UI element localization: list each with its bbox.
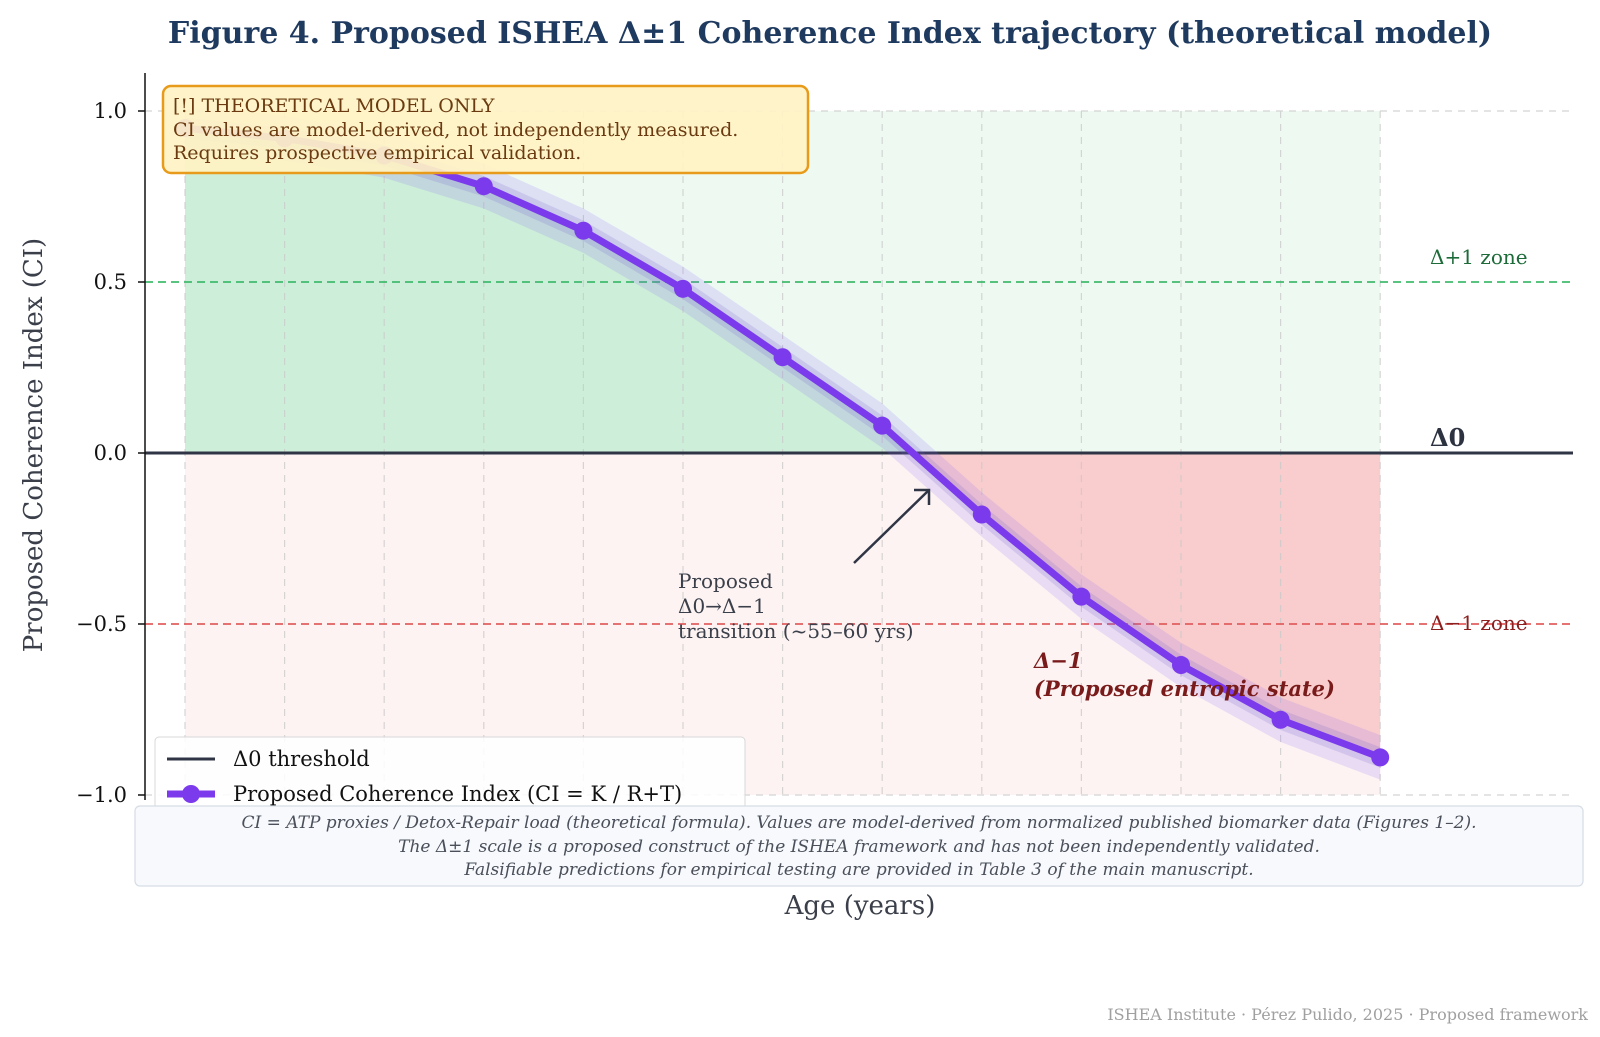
warning-line2: CI values are model-derived, not indepen… (173, 119, 738, 141)
ci-point-4 (574, 221, 593, 240)
legend: Δ0 threshold Proposed Coherence Index (C… (154, 736, 746, 810)
ci-uncertainty-band-outer (185, 105, 1381, 780)
legend-entry-threshold: Δ0 threshold (233, 747, 370, 771)
transition-arrowhead (914, 488, 931, 505)
y-tick-label-4: −1.0 (76, 783, 127, 807)
delta-plus1-zone-label: Δ+1 zone (1430, 245, 1528, 269)
ci-point-3 (474, 177, 493, 196)
footer-credit: ISHEA Institute · Pérez Pulido, 2025 · P… (1107, 1005, 1588, 1024)
caption-line3: Falsifiable predictions for empirical te… (463, 860, 1253, 880)
y-ticks: 1.0 0.5 0.0 −0.5 −1.0 (76, 99, 145, 807)
transition-label-line3: transition (~55–60 yrs) (678, 619, 914, 643)
warning-line1: [!] THEORETICAL MODEL ONLY (173, 95, 495, 117)
ci-point-9 (1072, 587, 1091, 606)
transition-annotation: Proposed Δ0→Δ−1 transition (~55–60 yrs) (678, 488, 931, 643)
y-tick-label-1: 0.5 (94, 270, 127, 294)
y-axis-label: Proposed Coherence Index (CI) (19, 238, 49, 652)
ci-point-6 (773, 348, 792, 367)
warning-line3: Requires prospective empirical validatio… (173, 142, 581, 164)
transition-arrow (853, 489, 930, 564)
chart-title: Figure 4. Proposed ISHEA Δ±1 Coherence I… (168, 16, 1492, 51)
legend-entry-ci: Proposed Coherence Index (CI = K / R+T) (233, 782, 682, 806)
transition-label-line2: Δ0→Δ−1 (678, 594, 766, 618)
ci-point-5 (674, 279, 692, 298)
negative-ci-area (912, 453, 1381, 758)
ci-point-10 (1172, 656, 1190, 675)
entropic-label-line2: (Proposed entropic state) (1034, 676, 1335, 701)
ci-point-11 (1271, 710, 1290, 729)
ci-point-7 (873, 416, 892, 435)
y-tick-label-2: 0.0 (94, 441, 127, 465)
ci-point-12 (1371, 748, 1390, 767)
caption-line2: The Δ±1 scale is a proposed construct of… (398, 837, 1320, 857)
x-axis-label: Age (years) (784, 891, 936, 921)
ci-point-8 (972, 505, 991, 524)
caption-box: CI = ATP proxies / Detox-Repair load (th… (134, 805, 1584, 887)
reference-lines (145, 281, 1573, 625)
y-tick-label-3: −0.5 (76, 612, 127, 636)
delta-minus1-zone-label: Δ−1 zone (1430, 611, 1528, 635)
entropic-label-line1: Δ−1 (1033, 648, 1083, 673)
transition-label-line1: Proposed (678, 569, 773, 593)
y-tick-label-0: 1.0 (94, 99, 127, 123)
legend-swatch-ci-marker (182, 785, 200, 803)
caption-frame (134, 805, 1584, 887)
warning-box-frame (161, 84, 810, 175)
positive-ci-area (185, 128, 913, 453)
delta0-label: Δ0 (1430, 423, 1465, 452)
warning-box: [!] THEORETICAL MODEL ONLY CI values are… (161, 84, 810, 175)
caption-line1: CI = ATP proxies / Detox-Repair load (th… (241, 813, 1476, 833)
